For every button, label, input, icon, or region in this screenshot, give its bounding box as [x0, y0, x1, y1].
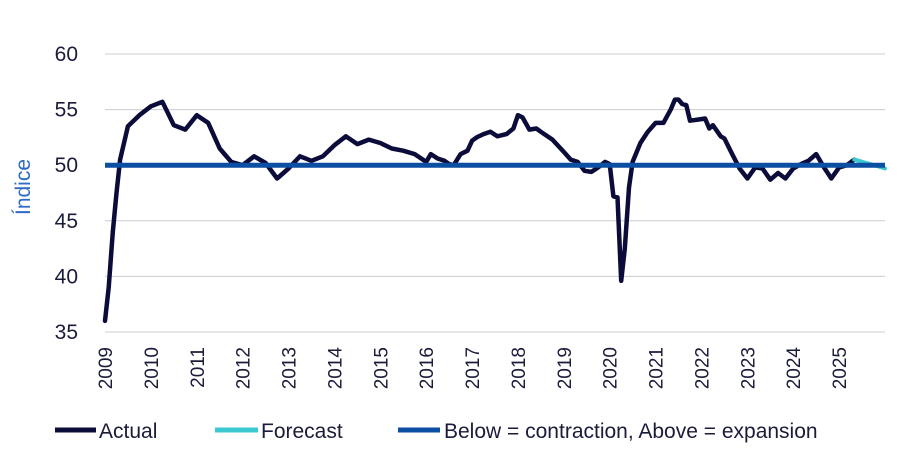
x-tick-label: 2016 — [417, 347, 438, 389]
x-tick-label: 2014 — [325, 347, 346, 390]
y-tick-label: 55 — [55, 99, 78, 122]
x-tick-labels: 2009 2010 2011 2012 2013 2014 2015 2016 2017 2018… — [96, 347, 851, 390]
x-tick-label: 2017 — [463, 347, 484, 389]
y-axis-label: Índice — [12, 159, 35, 215]
x-tick-label: 2020 — [601, 347, 622, 389]
legend-forecast-label: Forecast — [261, 420, 343, 443]
x-tick-label: 2023 — [738, 347, 759, 389]
series-lines — [102, 97, 887, 324]
y-tick-label: 45 — [55, 210, 78, 233]
y-tick-label: 35 — [55, 321, 78, 344]
legend-threshold-label: Below = contraction, Above = expansion — [444, 420, 818, 443]
y-tick-label: 40 — [55, 265, 78, 288]
x-tick-label: 2015 — [371, 347, 392, 389]
x-tick-label: 2012 — [234, 347, 255, 389]
x-tick-label: 2013 — [280, 347, 301, 389]
y-tick-labels: 35 40 45 50 55 60 — [55, 43, 78, 344]
legend: Actual Forecast Below = contraction, Abo… — [55, 420, 818, 443]
series-line-actual — [102, 97, 857, 324]
y-tick-label: 50 — [55, 154, 78, 177]
x-tick-label: 2018 — [509, 347, 530, 389]
gridlines — [105, 53, 885, 333]
x-tick-label: 2011 — [188, 347, 209, 388]
x-tick-label: 2009 — [96, 347, 117, 389]
x-tick-label: 2019 — [555, 347, 576, 389]
x-tick-label: 2022 — [692, 347, 713, 389]
y-tick-label: 60 — [55, 43, 78, 66]
legend-actual-label: Actual — [99, 420, 157, 443]
x-tick-label: 2021 — [647, 347, 668, 389]
x-tick-label: 2010 — [142, 347, 163, 389]
x-tick-label: 2025 — [830, 347, 851, 389]
x-tick-label: 2024 — [784, 347, 805, 390]
